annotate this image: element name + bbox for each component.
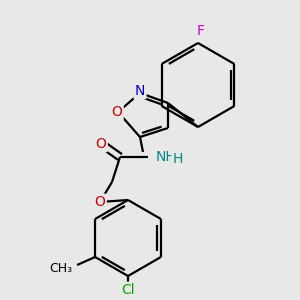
Text: H: H [173,152,183,166]
Text: NH: NH [156,150,177,164]
Text: F: F [197,24,205,38]
Text: Cl: Cl [121,283,135,297]
Text: O: O [96,137,106,151]
Text: O: O [94,195,105,209]
Text: CH₃: CH₃ [49,262,72,275]
Text: O: O [112,105,122,119]
Text: N: N [135,84,145,98]
